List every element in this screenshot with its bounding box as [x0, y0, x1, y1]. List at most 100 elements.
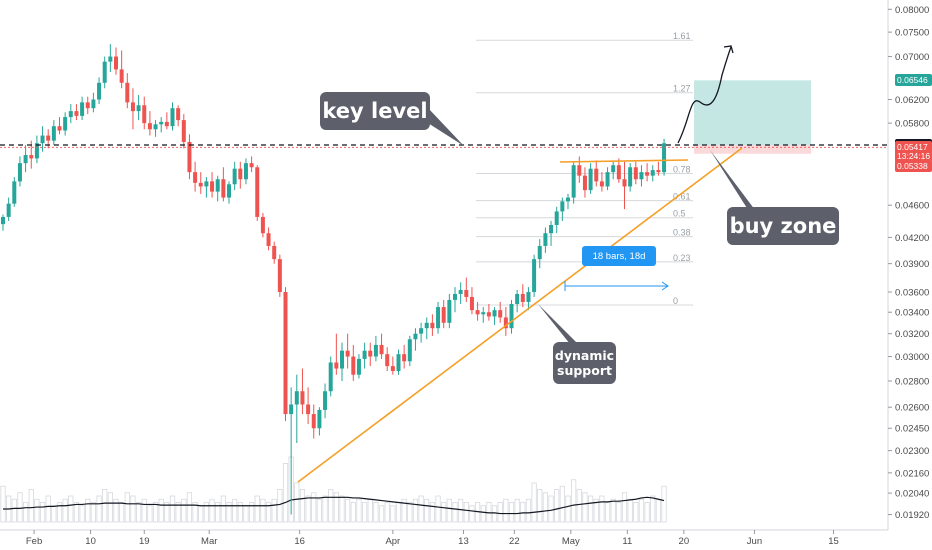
candle-body	[227, 184, 231, 198]
candle-body	[390, 366, 395, 371]
volume-bar	[576, 489, 582, 523]
time-tick-label: 20	[679, 536, 690, 547]
volume-bar	[599, 495, 605, 523]
volume-bar	[418, 495, 424, 523]
candle-body	[300, 391, 305, 405]
price-tick-label: 0.03600	[895, 287, 929, 298]
time-tick-label: 11	[622, 536, 632, 547]
volume-bar	[243, 505, 249, 523]
volume-bar	[429, 502, 436, 523]
time-tick-label: Feb	[26, 536, 42, 547]
candle-body	[193, 172, 198, 183]
volume-bar	[328, 489, 334, 523]
candle-body	[599, 181, 604, 187]
volume-bar	[299, 489, 306, 523]
time-axis[interactable]: Feb 10 19 Mar 16 Apr 13 22 May 11 20 Jun 15	[0, 529, 888, 547]
candle-body	[119, 69, 124, 83]
volume-bar	[390, 505, 396, 523]
price-tick-label: 0.07500	[895, 28, 929, 39]
buy-zone-callout: buy zone	[727, 207, 839, 245]
candle-body	[532, 259, 537, 292]
candle-body	[51, 126, 56, 141]
candle-body	[142, 105, 147, 124]
volume-bar	[514, 498, 520, 523]
volume-bar	[209, 498, 215, 523]
fib-level-label: 1.61	[673, 31, 691, 41]
price-tick-label: 0.02450	[895, 424, 929, 435]
candle-body	[543, 233, 548, 246]
volume-bar	[650, 495, 656, 523]
price-badge: 0.06546	[895, 74, 932, 87]
candle-body	[40, 135, 45, 144]
candle-body	[238, 168, 243, 180]
candle-body	[594, 168, 599, 182]
volume-bars	[0, 456, 667, 523]
volume-bar	[34, 498, 40, 523]
date-range-measure-label: 18 bars, 18d	[582, 246, 656, 266]
candle-body	[424, 322, 429, 329]
candle-body	[204, 181, 209, 187]
volume-bar	[633, 502, 639, 523]
volume-bar	[22, 502, 29, 523]
buy-zone-pointer	[710, 150, 764, 222]
candle-body	[221, 179, 226, 198]
candle-body	[413, 333, 418, 340]
volume-bar	[356, 498, 362, 523]
candle-body	[74, 111, 79, 116]
volume-bar	[373, 502, 379, 523]
volume-bar	[192, 502, 198, 523]
volume-bar	[17, 492, 23, 523]
time-tick-label: 16	[294, 536, 305, 547]
candle-body	[68, 111, 73, 118]
candle-body	[396, 354, 401, 371]
candle-body	[249, 163, 254, 168]
price-tick-label: 0.07000	[895, 52, 929, 63]
time-tick-label: 10	[85, 536, 96, 547]
candle-body	[6, 203, 11, 217]
candle-body	[260, 216, 265, 234]
volume-bar	[378, 505, 385, 523]
price-tick-label: 0.02600	[895, 403, 929, 414]
candle-body	[492, 310, 497, 317]
candle-body	[187, 141, 192, 173]
key-level-label: key level	[322, 99, 428, 123]
target-zone	[694, 80, 811, 145]
candle-body	[23, 155, 28, 164]
fib-level-label: 0.78	[673, 165, 691, 175]
volume-bar	[571, 479, 577, 523]
volume-bar	[265, 502, 272, 523]
projection-arrow-head	[723, 45, 734, 54]
candle-body	[368, 350, 373, 357]
volume-bar	[458, 498, 464, 523]
volume-bar	[542, 492, 549, 523]
fib-level-label: 0.61	[673, 192, 691, 202]
candle-body	[159, 121, 164, 125]
price-badge: 0.05338	[895, 160, 932, 173]
candle-body	[498, 310, 503, 318]
fib-level-label: 1.27	[673, 84, 691, 94]
candle-body	[125, 82, 130, 103]
candle-body	[441, 307, 446, 323]
candle-body	[255, 167, 260, 217]
volume-bar	[68, 495, 74, 523]
candle-body	[306, 404, 311, 415]
candle-body	[656, 170, 661, 173]
candle-body	[520, 293, 525, 302]
candle-body	[97, 82, 102, 100]
volume-bar	[644, 502, 650, 523]
candle-body	[266, 233, 271, 246]
volume-bar	[152, 502, 159, 523]
candle-body	[515, 293, 520, 304]
volume-bar	[203, 502, 209, 523]
volume-bar	[452, 502, 458, 523]
volume-bar	[503, 498, 509, 523]
volume-bar	[215, 502, 221, 523]
volume-bar	[248, 502, 255, 523]
candle-body	[622, 179, 627, 187]
time-tick-label: 19	[139, 536, 150, 547]
price-axis[interactable]: 0.08000 0.07500 0.07000 0.06200 0.05800 0.046…	[887, 0, 929, 530]
candle-body	[605, 172, 610, 187]
candle-body	[447, 299, 452, 323]
volume-bar	[339, 495, 345, 523]
